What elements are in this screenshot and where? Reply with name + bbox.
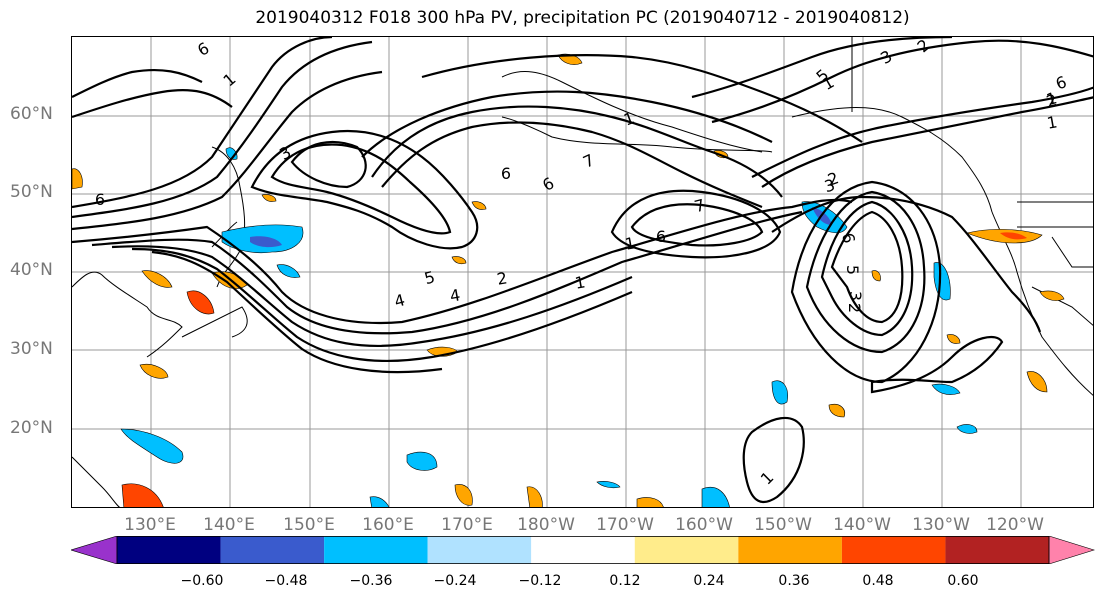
map-canvas — [72, 37, 1093, 507]
contour-label: 6 — [501, 164, 511, 183]
colorbar-segment — [634, 536, 739, 564]
colorbar-tick-0.12: 0.12 — [609, 573, 641, 589]
contour-label: 1 — [623, 233, 636, 253]
contour-label: 3 — [846, 291, 865, 301]
contour-label: 2 — [495, 268, 508, 288]
contour-label: 2 — [1044, 90, 1059, 111]
lon-label-120w: 120°W — [986, 515, 1044, 535]
lon-label-180w: 180°W — [517, 515, 575, 535]
contour-label: 1 — [621, 108, 637, 129]
lon-label-140e: 140°E — [203, 515, 255, 535]
colorbar-segment — [945, 536, 1049, 564]
colorbar-segment — [427, 536, 532, 564]
contour-label: 3 — [877, 46, 895, 68]
lon-label-130e: 130°E — [124, 515, 176, 535]
contour-label: 6 — [539, 173, 557, 195]
contour-label: 4 — [448, 285, 461, 305]
contour-label: 6 — [656, 227, 666, 246]
contour-label: 6 — [838, 231, 858, 244]
colorbar-segments — [71, 536, 1095, 564]
map-panel — [71, 36, 1094, 508]
lon-label-130w: 130°W — [912, 515, 970, 535]
lon-label-150w: 150°W — [754, 515, 812, 535]
contour-label: 5 — [843, 265, 862, 275]
contour-label: 1 — [219, 69, 239, 90]
colorbar-segment — [531, 536, 635, 564]
graticule — [72, 37, 1093, 507]
contour-label: 4 — [392, 290, 407, 311]
contour-label: 5 — [422, 267, 437, 288]
colorbar-extend-low — [71, 536, 118, 564]
lat-label-40: 40°N — [10, 260, 53, 280]
colorbar-tick--0.36: −0.36 — [349, 573, 393, 589]
lon-label-150e: 150°E — [283, 515, 335, 535]
lon-label-160e: 160°E — [362, 515, 414, 535]
coastlines — [72, 37, 1093, 507]
map-title: 2019040312 F018 300 hPa PV, precipitatio… — [255, 8, 910, 28]
lat-label-30: 30°N — [10, 339, 53, 359]
lon-label-140w: 140°W — [833, 515, 891, 535]
lat-label-60: 60°N — [10, 104, 53, 124]
contour-label: 7 — [692, 195, 707, 216]
colorbar-tick--0.60: −0.60 — [180, 573, 224, 589]
colorbar-tick--0.12: −0.12 — [518, 573, 562, 589]
contour-label: 2 — [845, 303, 864, 313]
contour-label: 7 — [580, 150, 597, 172]
colorbar-segment — [220, 536, 325, 564]
colorbar — [71, 536, 1095, 564]
colorbar-tick--0.24: −0.24 — [433, 573, 477, 589]
contour-label: 1 — [1044, 88, 1059, 109]
colorbar-tick-0.24: 0.24 — [693, 573, 725, 589]
contour-label: 6 — [194, 38, 212, 60]
colorbar-tick-0.48: 0.48 — [862, 573, 894, 589]
contour-label: 2 — [913, 36, 933, 56]
contour-label: 1 — [573, 272, 586, 292]
contour-label: 1 — [757, 468, 778, 489]
colorbar-tick-0.60: 0.60 — [947, 573, 979, 589]
lat-label-20: 20°N — [10, 418, 53, 438]
contour-label: 3 — [276, 142, 294, 164]
contour-label: 1 — [1045, 112, 1058, 132]
colorbar-tick--0.48: −0.48 — [264, 573, 308, 589]
lon-label-170w: 170°W — [596, 515, 654, 535]
lon-label-160w: 160°W — [675, 515, 733, 535]
colorbar-segment — [324, 536, 428, 564]
lon-label-170e: 170°E — [441, 515, 493, 535]
colorbar-extend-high — [1048, 536, 1095, 564]
contour-label: 6 — [1053, 72, 1069, 93]
colorbar-segment — [117, 536, 221, 564]
lat-label-50: 50°N — [10, 182, 53, 202]
colorbar-frame — [116, 536, 1050, 564]
contour-label: 6 — [95, 190, 105, 209]
colorbar-tick-0.36: 0.36 — [778, 573, 810, 589]
colorbar-segment — [841, 536, 946, 564]
colorbar-segment — [738, 536, 842, 564]
pv-contours — [72, 37, 1093, 504]
contour-label: 3 — [822, 175, 837, 196]
